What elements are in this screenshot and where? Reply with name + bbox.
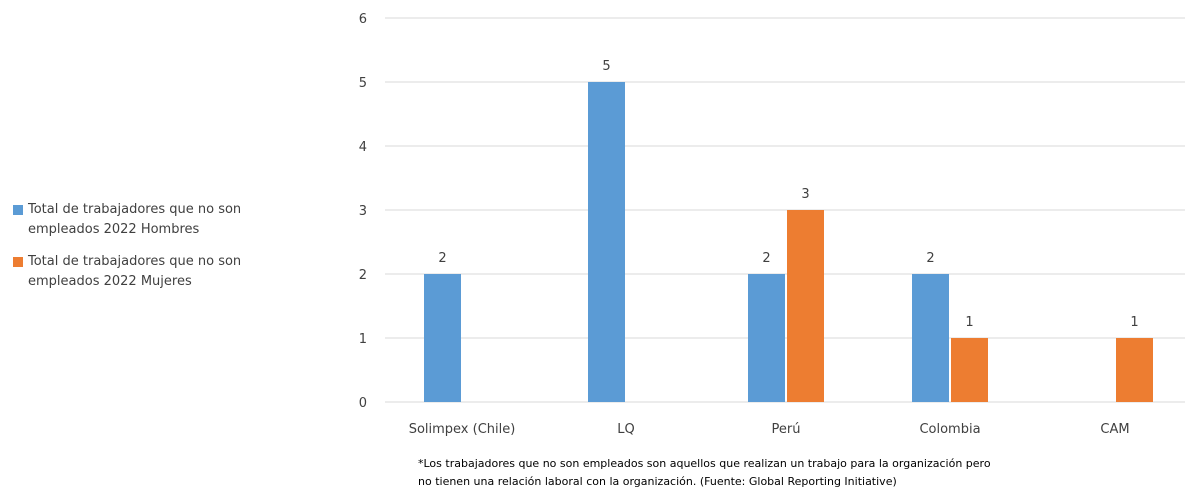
data-label: 1 bbox=[965, 315, 973, 330]
data-label: 2 bbox=[762, 251, 770, 266]
footnote-line2: no tienen una relación laboral con la or… bbox=[418, 475, 897, 488]
legend-label-mujeres-line1: Total de trabajadores que no son bbox=[28, 254, 242, 269]
legend-label-mujeres-line2: empleados 2022 Mujeres bbox=[28, 274, 192, 289]
legend-item-mujeres: Total de trabajadores que no son emplead… bbox=[8, 252, 308, 292]
legend: Total de trabajadores que no son emplead… bbox=[8, 200, 308, 304]
legend-label-hombres-line2: empleados 2022 Hombres bbox=[28, 222, 200, 237]
data-label: 2 bbox=[438, 251, 446, 266]
data-label: 2 bbox=[926, 251, 934, 266]
footnote: *Los trabajadores que no son empleados s… bbox=[418, 455, 1178, 491]
legend-item-hombres: Total de trabajadores que no son emplead… bbox=[8, 200, 308, 240]
x-tick-label: LQ bbox=[617, 422, 634, 437]
x-tick-label: CAM bbox=[1100, 422, 1129, 437]
y-tick-label: 4 bbox=[359, 140, 367, 155]
data-label: 1 bbox=[1130, 315, 1138, 330]
legend-label-hombres-line1: Total de trabajadores que no son bbox=[28, 202, 242, 217]
x-tick-label: Perú bbox=[772, 422, 801, 437]
footnote-line1: *Los trabajadores que no son empleados s… bbox=[418, 457, 991, 470]
y-tick-label: 3 bbox=[359, 204, 367, 219]
data-labels: 2 5 2 3 2 1 1 bbox=[438, 59, 1138, 330]
y-tick-label: 0 bbox=[359, 396, 367, 411]
bar-mujeres-4 bbox=[1116, 338, 1153, 402]
x-tick-label: Colombia bbox=[919, 422, 980, 437]
x-axis-category-labels: Solimpex (Chile) LQ Perú Colombia CAM bbox=[409, 422, 1130, 437]
y-axis-tick-labels: 0 1 2 3 4 5 6 bbox=[359, 12, 367, 411]
legend-swatch-hombres bbox=[13, 205, 23, 215]
data-label: 3 bbox=[801, 187, 809, 202]
bar-mujeres-2 bbox=[787, 210, 824, 402]
x-tick-label: Solimpex (Chile) bbox=[409, 422, 516, 437]
y-tick-label: 5 bbox=[359, 76, 367, 91]
y-tick-label: 1 bbox=[359, 332, 367, 347]
bar-hombres-1 bbox=[588, 82, 625, 402]
bar-hombres-2 bbox=[748, 274, 785, 402]
bar-hombres-0 bbox=[424, 274, 461, 402]
bar-hombres-3 bbox=[912, 274, 949, 402]
data-label: 5 bbox=[602, 59, 610, 74]
y-tick-label: 2 bbox=[359, 268, 367, 283]
bars bbox=[424, 82, 1153, 402]
y-tick-label: 6 bbox=[359, 12, 367, 27]
bar-mujeres-3 bbox=[951, 338, 988, 402]
legend-swatch-mujeres bbox=[13, 257, 23, 267]
